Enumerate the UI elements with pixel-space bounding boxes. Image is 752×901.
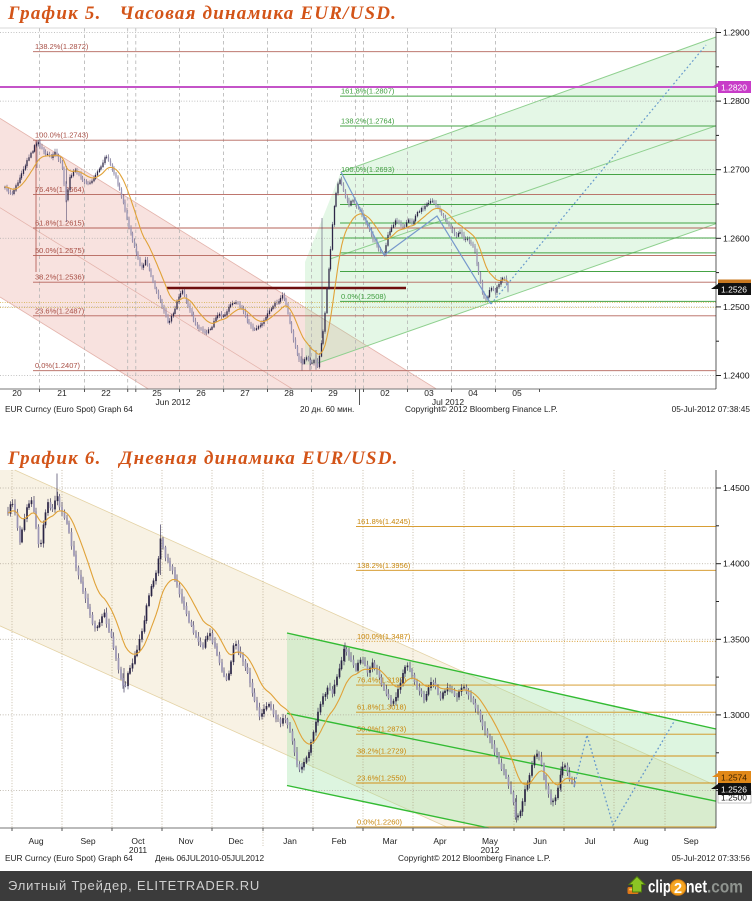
svg-text:1.3000: 1.3000 [723,710,750,720]
svg-text:Jul: Jul [585,836,596,846]
svg-text:1.4500: 1.4500 [723,483,750,493]
svg-text:График 6. Дневная динамика E: График 6. Дневная динамика EUR/USD. [7,448,399,469]
svg-text:0.0%(1.2407): 0.0%(1.2407) [35,361,81,370]
svg-text:1.3500: 1.3500 [723,634,750,644]
svg-text:0.0%(1.2260): 0.0%(1.2260) [357,817,403,826]
svg-text:25: 25 [152,388,162,398]
svg-text:.com: .com [707,877,743,897]
svg-text:100.0%(1.2743): 100.0%(1.2743) [35,131,89,140]
svg-text:161.8%(1.4245): 161.8%(1.4245) [357,517,411,526]
svg-text:Sep: Sep [683,836,698,846]
svg-text:1.2574: 1.2574 [721,773,747,783]
svg-text:1.2900: 1.2900 [723,28,750,38]
svg-text:Aug: Aug [28,836,43,846]
svg-text:Feb: Feb [332,836,347,846]
svg-text:05-Jul-2012 07:33:56: 05-Jul-2012 07:33:56 [672,853,751,863]
svg-text:1.2820: 1.2820 [721,83,747,93]
svg-text:29: 29 [328,388,338,398]
svg-text:50.0%(1.2575): 50.0%(1.2575) [35,246,85,255]
svg-text:1.2526: 1.2526 [721,285,747,295]
svg-text:20: 20 [12,388,22,398]
svg-text:2012: 2012 [481,845,500,855]
svg-text:23.6%(1.2550): 23.6%(1.2550) [357,774,407,783]
svg-text:1.2800: 1.2800 [723,96,750,106]
svg-text:03: 03 [424,388,434,398]
svg-text:Элитный Трейдер, ELITETRADER.R: Элитный Трейдер, ELITETRADER.RU [8,878,260,893]
svg-text:138.2%(1.2764): 138.2%(1.2764) [341,117,395,126]
svg-text:04: 04 [468,388,478,398]
svg-text:1.2526: 1.2526 [721,785,747,795]
svg-text:50.0%(1.2873): 50.0%(1.2873) [357,725,407,734]
svg-text:161.8%(1.2807): 161.8%(1.2807) [341,87,395,96]
svg-text:1.4000: 1.4000 [723,559,750,569]
svg-text:Jul 2012: Jul 2012 [432,397,464,407]
svg-text:21: 21 [57,388,67,398]
svg-text:20 дн. 60 мин.: 20 дн. 60 мин. [300,404,354,414]
svg-text:Copyright© 2012 Bloomberg Fina: Copyright© 2012 Bloomberg Finance L.P. [405,404,558,414]
svg-text:61.8%(1.3018): 61.8%(1.3018) [357,703,407,712]
svg-text:1.2500: 1.2500 [721,793,747,803]
svg-text:138.2%(1.2872): 138.2%(1.2872) [35,42,89,51]
svg-text:День 06JUL2010-05JUL2012: День 06JUL2010-05JUL2012 [155,853,264,863]
svg-text:Nov: Nov [178,836,194,846]
svg-text:23.6%(1.2487): 23.6%(1.2487) [35,306,85,315]
svg-text:EUR Curncy (Euro Spot) Graph 6: EUR Curncy (Euro Spot) Graph 64 [5,404,133,414]
svg-text:2: 2 [674,881,682,897]
svg-text:Dec: Dec [228,836,244,846]
svg-text:Jan: Jan [283,836,297,846]
svg-text:Oct: Oct [131,836,145,846]
svg-text:76.4%(1.2664): 76.4%(1.2664) [35,185,85,194]
svg-text:22: 22 [101,388,111,398]
svg-text:100.0%(1.3487): 100.0%(1.3487) [357,632,411,641]
svg-text:26: 26 [196,388,206,398]
svg-text:138.2%(1.3956): 138.2%(1.3956) [357,561,411,570]
svg-text:Jun 2012: Jun 2012 [156,397,191,407]
svg-text:1.2400: 1.2400 [723,371,750,381]
svg-text:Sep: Sep [80,836,95,846]
svg-text:1.2500: 1.2500 [723,302,750,312]
svg-text:02: 02 [380,388,390,398]
svg-text:Aug: Aug [633,836,648,846]
svg-text:05: 05 [512,388,522,398]
svg-text:1.2700: 1.2700 [723,165,750,175]
svg-text:Apr: Apr [433,836,446,846]
svg-text:График 5. Часовая динамика E: График 5. Часовая динамика EUR/USD. [7,3,397,24]
svg-text:1.2600: 1.2600 [723,233,750,243]
svg-text:0.0%(1.2508): 0.0%(1.2508) [341,292,387,301]
svg-text:2011: 2011 [129,845,148,855]
svg-text:Jun: Jun [533,836,547,846]
svg-text:38.2%(1.2729): 38.2%(1.2729) [357,747,407,756]
svg-text:May: May [482,836,499,846]
svg-text:38.2%(1.2536): 38.2%(1.2536) [35,273,85,282]
svg-text:61.8%(1.2615): 61.8%(1.2615) [35,219,85,228]
svg-text:100.0%(1.2693): 100.0%(1.2693) [341,165,395,174]
svg-text:net: net [686,877,707,897]
svg-text:05-Jul-2012 07:38:45: 05-Jul-2012 07:38:45 [672,404,751,414]
svg-text:clip: clip [648,877,671,897]
svg-text:Mar: Mar [383,836,398,846]
svg-text:28: 28 [284,388,294,398]
svg-text:27: 27 [240,388,250,398]
svg-text:Copyright© 2012 Bloomberg Fina: Copyright© 2012 Bloomberg Finance L.P. [398,853,551,863]
svg-text:EUR Curncy (Euro Spot) Graph 6: EUR Curncy (Euro Spot) Graph 64 [5,853,133,863]
